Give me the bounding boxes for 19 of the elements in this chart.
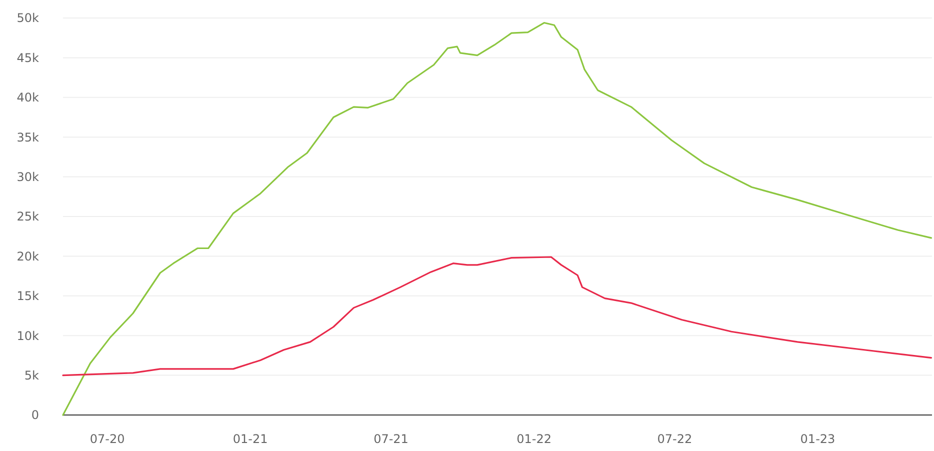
y-tick-label: 35k <box>16 130 40 144</box>
x-tick-label: 07-20 <box>90 432 125 446</box>
x-tick-label: 01-22 <box>516 432 552 446</box>
y-tick-label: 10k <box>16 328 40 343</box>
x-tick-label: 07-21 <box>374 432 408 446</box>
y-tick-label: 5k <box>24 368 40 382</box>
y-tick-label: 45k <box>16 50 40 65</box>
x-tick-label: 01-23 <box>800 432 836 446</box>
y-tick-label: 20k <box>16 249 40 264</box>
x-tick-label: 07-22 <box>657 432 692 446</box>
y-tick-label: 15k <box>16 289 40 304</box>
y-tick-label: 40k <box>16 90 40 105</box>
x-tick-label: 01-21 <box>232 432 268 446</box>
y-tick-label: 30k <box>16 170 40 184</box>
y-tick-label: 0 <box>31 408 39 422</box>
y-tick-label: 50k <box>16 11 40 26</box>
y-tick-label: 25k <box>16 210 40 224</box>
line-series <box>62 22 932 416</box>
line-series <box>62 256 932 376</box>
